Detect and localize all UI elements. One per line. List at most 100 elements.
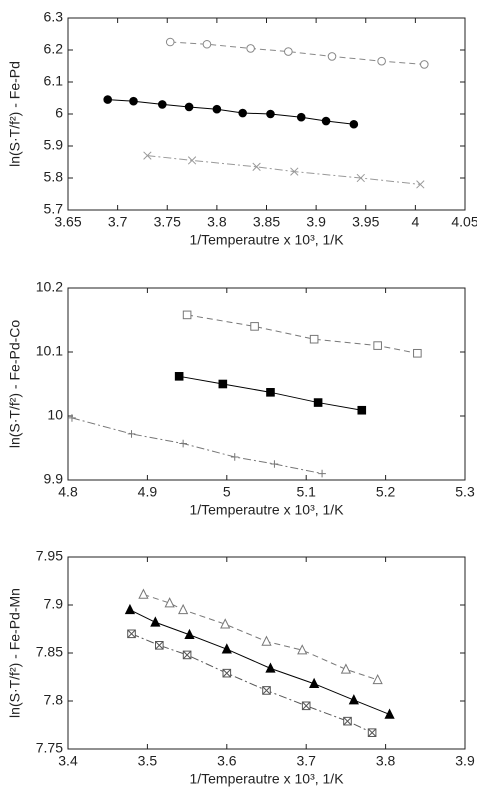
x-tick-label: 4 (411, 214, 419, 230)
marker-shape (124, 603, 136, 615)
marker-shape (377, 56, 386, 66)
data-point (182, 650, 192, 660)
y-tick-label: 10.2 (36, 279, 63, 295)
x-tick-label: 3.7 (108, 214, 128, 230)
data-point (318, 469, 326, 478)
series-line (107, 99, 354, 125)
marker-hatch (367, 728, 377, 737)
x-tick-label: 3.85 (253, 214, 280, 230)
data-point (416, 180, 425, 189)
marker-shape (290, 167, 299, 176)
data-point (356, 173, 365, 183)
marker-shape (230, 453, 239, 461)
marker-shape (266, 109, 275, 119)
x-tick-label: 3.7 (296, 753, 316, 769)
marker-shape (138, 588, 149, 599)
data-point (340, 663, 352, 674)
marker-shape (357, 405, 367, 415)
data-point (313, 398, 323, 407)
marker-shape (103, 95, 112, 104)
data-point (150, 616, 161, 627)
series-line (71, 417, 323, 475)
data-point (212, 104, 222, 114)
data-point (266, 388, 275, 397)
plot-frame (67, 556, 466, 750)
y-axis-label: ln(S·T/f²) - Fe-Pd-Mn (7, 588, 23, 718)
marker-shape (349, 119, 359, 129)
y-tick-label: 10.1 (36, 343, 63, 359)
marker-shape (221, 643, 232, 654)
marker-shape (309, 677, 320, 689)
data-point (309, 677, 320, 689)
series-line (131, 633, 373, 734)
data-point (296, 112, 306, 122)
plot-frame (67, 287, 466, 481)
x-axis-label: 1/Temperautre x 10³, 1/K (189, 232, 344, 248)
data-point (220, 618, 231, 629)
x-axis-label: 1/Temperautre x 10³, 1/K (189, 502, 344, 518)
marker-shape (413, 348, 422, 358)
marker-shape (157, 100, 167, 109)
marker-shape (250, 322, 259, 331)
data-point (174, 372, 184, 381)
y-tick-label: 7.85 (36, 644, 63, 660)
y-tick-label: 5.8 (44, 169, 64, 185)
data-point (143, 151, 152, 160)
marker-shape (284, 47, 293, 56)
data-point (265, 662, 276, 673)
y-tick-label: 6.2 (44, 41, 64, 57)
marker-shape (174, 372, 184, 381)
marker-hatch (155, 641, 164, 650)
data-point (218, 379, 228, 389)
x-tick-label: 3.65 (54, 214, 81, 230)
series-line (187, 314, 418, 354)
x-tick-label: 5.2 (376, 484, 396, 500)
data-point (138, 588, 149, 599)
marker-hatch (127, 629, 136, 638)
marker-shape (150, 616, 161, 627)
data-point (348, 694, 359, 705)
marker-shape (182, 310, 192, 320)
y-tick-label: 5.7 (44, 201, 64, 217)
data-point (129, 96, 138, 106)
marker-shape (179, 439, 187, 448)
x-tick-label: 4.05 (451, 214, 477, 230)
data-point (246, 44, 255, 53)
marker-shape (184, 628, 195, 640)
x-tick-label: 4.8 (58, 484, 78, 500)
data-point (179, 439, 187, 448)
marker-shape (202, 39, 212, 49)
marker-shape (187, 156, 197, 165)
data-point (262, 686, 271, 695)
marker-shape (420, 60, 429, 69)
data-point (230, 453, 239, 461)
series-line (147, 155, 421, 185)
y-tick-label: 6.3 (44, 9, 64, 25)
y-tick-label: 7.95 (36, 548, 63, 564)
data-point (68, 414, 76, 422)
data-point (284, 47, 293, 56)
data-point (343, 716, 352, 726)
x-tick-label: 3.8 (207, 214, 227, 230)
x-axis-label: 1/Temperautre x 10³, 1/K (189, 771, 344, 787)
marker-shape (313, 398, 323, 407)
marker-shape (68, 414, 76, 422)
marker-shape (220, 618, 231, 629)
marker-shape (340, 663, 352, 674)
data-point (222, 668, 232, 678)
x-tick-label: 3.9 (306, 214, 326, 230)
y-tick-label: 7.8 (44, 692, 64, 708)
marker-shape (246, 44, 255, 53)
marker-shape (266, 388, 275, 397)
data-point (372, 673, 383, 685)
y-axis-label: ln(S·T/f²) - Fe-Pd (7, 61, 23, 167)
x-tick-label: 5.1 (296, 484, 316, 500)
data-point (127, 629, 136, 639)
data-point (187, 156, 197, 165)
marker-hatch (302, 701, 311, 710)
x-tick-label: 3.5 (138, 753, 158, 769)
data-point (202, 39, 212, 49)
series-line (129, 609, 390, 715)
y-tick-label: 7.9 (44, 596, 64, 612)
data-point (373, 341, 382, 350)
